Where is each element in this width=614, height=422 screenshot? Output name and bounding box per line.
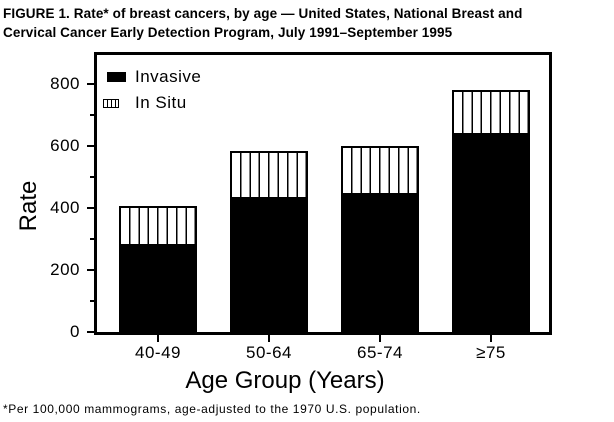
y-minor-tick-100 <box>90 300 94 302</box>
y-minor-tick-700 <box>90 114 94 116</box>
x-tick-40-49 <box>157 335 159 342</box>
x-tick-≥75 <box>490 335 492 342</box>
y-tick-label-600: 600 <box>50 136 80 155</box>
y-tick-label-400: 400 <box>50 198 80 217</box>
x-tick-50-64 <box>268 335 270 342</box>
legend-swatch-invasive-icon <box>107 72 126 82</box>
bar-50-64-insitu <box>230 151 308 197</box>
bar-50-64-invasive <box>230 197 308 332</box>
y-tick-0 <box>87 331 94 333</box>
y-axis-title: Rate <box>15 180 42 232</box>
y-tick-label-800: 800 <box>50 74 80 93</box>
y-tick-600 <box>87 145 94 147</box>
y-minor-tick-500 <box>90 176 94 178</box>
x-tick-label-≥75: ≥75 <box>476 343 506 362</box>
bar-65-74-insitu <box>341 146 419 193</box>
x-tick-label-65-74: 65-74 <box>357 343 403 362</box>
y-tick-label-200: 200 <box>50 260 80 279</box>
legend-item-invasive: Invasive <box>103 64 201 90</box>
figure-title-line1: FIGURE 1. Rate* of breast cancers, by ag… <box>3 6 523 21</box>
x-tick-65-74 <box>379 335 381 342</box>
x-tick-label-50-64: 50-64 <box>246 343 292 362</box>
bar-65-74-invasive <box>341 193 419 332</box>
footnote: *Per 100,000 mammograms, age-adjusted to… <box>3 402 421 416</box>
figure-title-line2: Cervical Cancer Early Detection Program,… <box>3 25 453 40</box>
bar-≥75-insitu <box>452 90 530 133</box>
x-tick-label-40-49: 40-49 <box>135 343 181 362</box>
y-tick-800 <box>87 83 94 85</box>
legend-label-insitu: In Situ <box>135 93 187 112</box>
legend-label-invasive: Invasive <box>135 67 202 86</box>
legend: Invasive In Situ <box>103 64 201 116</box>
y-tick-200 <box>87 269 94 271</box>
legend-item-insitu: In Situ <box>103 90 201 116</box>
y-minor-tick-300 <box>90 238 94 240</box>
x-axis-title: Age Group (Years) <box>185 367 385 394</box>
figure-title: FIGURE 1. Rate* of breast cancers, by ag… <box>3 4 612 42</box>
y-tick-400 <box>87 207 94 209</box>
bar-40-49-invasive <box>119 244 197 332</box>
bar-≥75-invasive <box>452 133 530 332</box>
y-tick-label-0: 0 <box>70 322 80 341</box>
legend-swatch-insitu-icon <box>103 98 119 108</box>
bar-40-49-insitu <box>119 206 197 244</box>
